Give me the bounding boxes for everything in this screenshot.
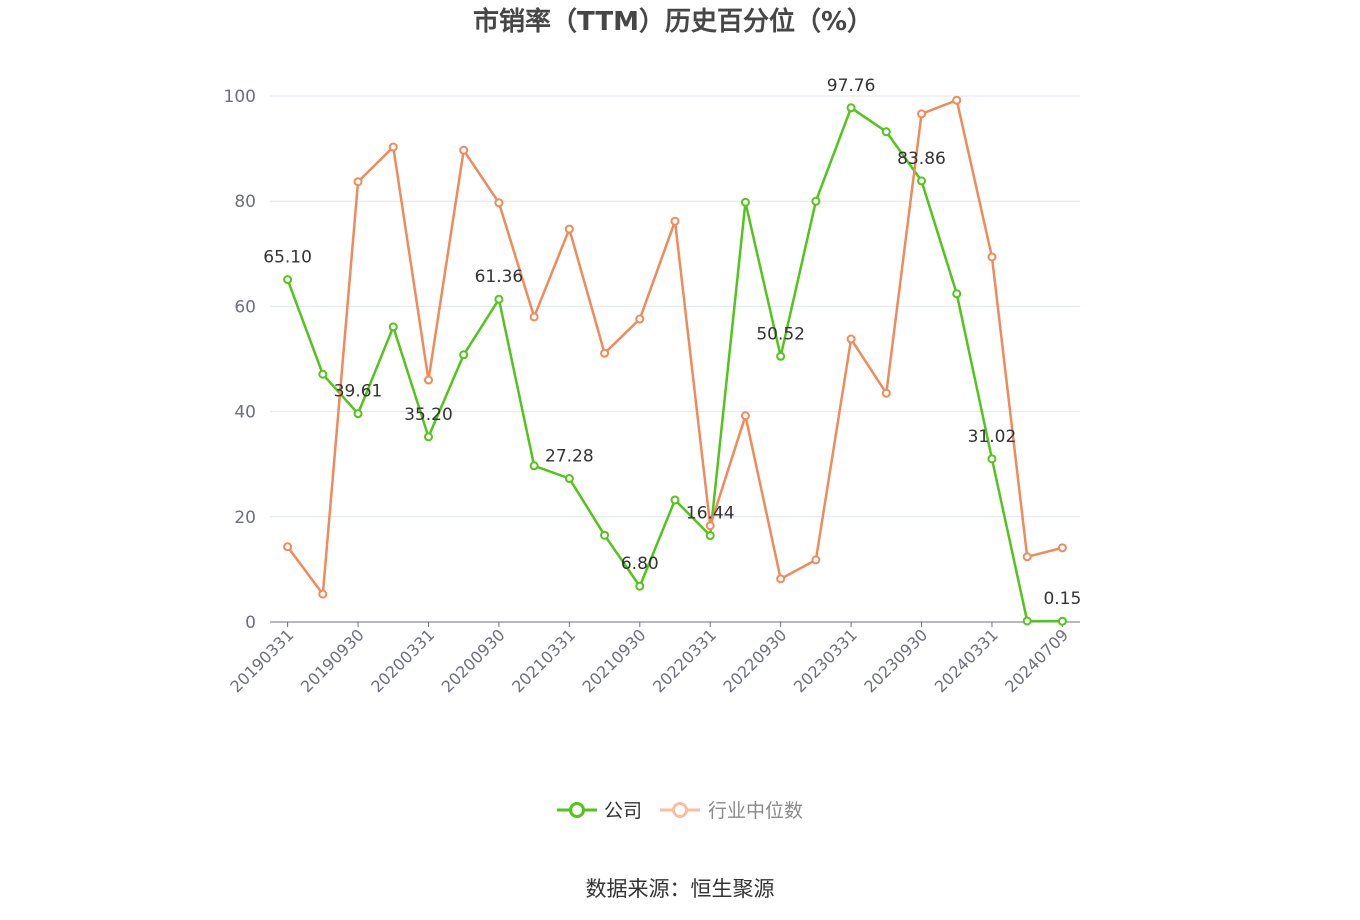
company-point bbox=[529, 461, 539, 471]
y-tick-label: 0 bbox=[245, 613, 256, 633]
company-point bbox=[353, 409, 363, 419]
legend-line-icon bbox=[557, 802, 597, 818]
data-label: 65.10 bbox=[263, 248, 312, 268]
company-point bbox=[564, 474, 574, 484]
data-label: 0.15 bbox=[1043, 589, 1081, 609]
company-point bbox=[388, 322, 398, 332]
industry-median-point bbox=[952, 95, 962, 105]
legend: 公司 行业中位数 bbox=[557, 800, 803, 822]
company-point bbox=[811, 196, 821, 206]
x-tick-label: 20230930 bbox=[860, 625, 931, 696]
y-tick-label: 40 bbox=[234, 403, 256, 423]
data-label: 6.80 bbox=[621, 554, 659, 574]
industry-median-point bbox=[494, 198, 504, 208]
industry-median-point bbox=[600, 348, 610, 358]
company-point bbox=[635, 581, 645, 591]
data-label: 27.28 bbox=[545, 447, 594, 467]
grid bbox=[270, 95, 1080, 518]
x-tick-label: 20240709 bbox=[1001, 625, 1072, 696]
industry-median-point bbox=[283, 542, 293, 552]
legend-line-icon bbox=[660, 802, 700, 818]
data-label: 97.76 bbox=[827, 76, 876, 96]
y-tick-label: 80 bbox=[234, 192, 256, 212]
company-point bbox=[705, 531, 715, 541]
data-label: 83.86 bbox=[897, 149, 946, 169]
data-label: 31.02 bbox=[968, 427, 1017, 447]
source-note: 数据来源：恒生聚源 bbox=[586, 877, 775, 901]
legend-label-company: 公司 bbox=[604, 800, 642, 822]
industry-median-point bbox=[917, 109, 927, 119]
industry-median-series bbox=[283, 95, 1067, 599]
industry-median-point bbox=[670, 216, 680, 226]
company-point bbox=[283, 275, 293, 285]
industry-median-point bbox=[1057, 543, 1067, 553]
industry-median-point bbox=[987, 252, 997, 262]
industry-median-point bbox=[353, 177, 363, 187]
industry-median-point bbox=[423, 375, 433, 385]
company-point bbox=[917, 176, 927, 186]
legend-circle-icon bbox=[672, 802, 688, 818]
company-line bbox=[286, 106, 1064, 623]
company-point bbox=[423, 432, 433, 442]
industry-median-point bbox=[705, 521, 715, 531]
x-tick-label: 20230331 bbox=[790, 625, 861, 696]
legend-item-company[interactable]: 公司 bbox=[557, 800, 642, 822]
legend-item-industry-median[interactable]: 行业中位数 bbox=[660, 800, 803, 822]
industry-median-point bbox=[846, 334, 856, 344]
industry-median-point bbox=[564, 224, 574, 234]
company-point bbox=[670, 495, 680, 505]
x-tick-label: 20200930 bbox=[438, 625, 509, 696]
company-series bbox=[283, 103, 1067, 626]
industry-median-point bbox=[635, 314, 645, 324]
industry-median-point bbox=[459, 145, 469, 155]
x-tick-label: 20220331 bbox=[649, 625, 720, 696]
industry-median-point bbox=[811, 555, 821, 565]
data-label: 35.20 bbox=[404, 405, 453, 425]
y-tick-label: 20 bbox=[234, 508, 256, 528]
chart-title: 市销率（TTM）历史百分位（%） bbox=[473, 6, 873, 37]
company-point bbox=[318, 369, 328, 379]
industry-median-point bbox=[318, 589, 328, 599]
x-tick-label: 20210331 bbox=[508, 625, 579, 696]
company-point bbox=[1022, 616, 1032, 626]
company-point bbox=[881, 127, 891, 137]
company-point bbox=[846, 103, 856, 113]
company-point bbox=[952, 289, 962, 299]
x-tick-label: 20200331 bbox=[367, 625, 438, 696]
industry-median-point bbox=[1022, 552, 1032, 562]
data-label: 39.61 bbox=[334, 382, 383, 402]
industry-median-point bbox=[388, 142, 398, 152]
industry-median-point bbox=[881, 388, 891, 398]
company-point bbox=[740, 197, 750, 207]
x-tick-label: 20240331 bbox=[931, 625, 1002, 696]
x-tick-label: 20210930 bbox=[579, 625, 650, 696]
legend-label-industry-median: 行业中位数 bbox=[708, 800, 803, 822]
data-label: 61.36 bbox=[475, 267, 524, 287]
plot-area bbox=[283, 95, 1067, 626]
company-point bbox=[987, 454, 997, 464]
data-label: 16.44 bbox=[686, 504, 735, 524]
x-tick-label: 20190331 bbox=[226, 625, 297, 696]
company-point bbox=[776, 351, 786, 361]
x-tick-label: 20220930 bbox=[719, 625, 790, 696]
data-labels: 65.10 39.61 35.20 61.36 27.28 6.80 16.44 50.52 9… bbox=[263, 76, 1081, 609]
industry-median-point bbox=[776, 574, 786, 584]
industry-median-point bbox=[740, 411, 750, 421]
company-point bbox=[494, 294, 504, 304]
company-point bbox=[1057, 616, 1067, 626]
y-tick-label: 100 bbox=[224, 87, 256, 107]
legend-circle-icon bbox=[569, 802, 585, 818]
data-label: 50.52 bbox=[756, 324, 805, 344]
company-point bbox=[459, 350, 469, 360]
x-tick-label: 20190930 bbox=[297, 625, 368, 696]
company-point bbox=[600, 530, 610, 540]
y-tick-label: 60 bbox=[234, 297, 256, 317]
industry-median-point bbox=[529, 312, 539, 322]
industry-median-line bbox=[286, 98, 1064, 596]
